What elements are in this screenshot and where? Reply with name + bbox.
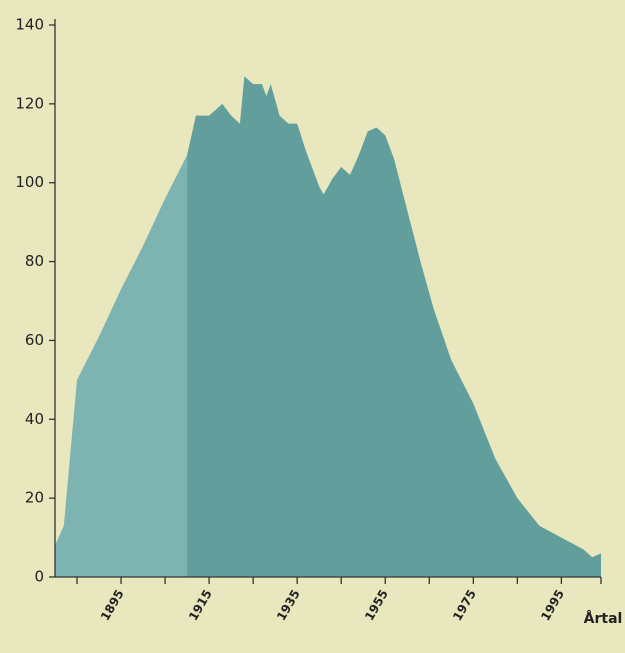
area	[55, 155, 188, 577]
y-tick-label: 60	[25, 331, 44, 349]
y-tick-label: 140	[15, 16, 44, 34]
y-tick-label: 120	[15, 94, 44, 112]
x-tick-label: 1995	[538, 587, 567, 623]
x-tick-label: 1915	[186, 587, 215, 623]
y-tick-label: 40	[25, 410, 44, 428]
x-tick-label: 1935	[274, 587, 303, 623]
y-tick-label: 0	[34, 568, 44, 586]
y-tick-label: 20	[25, 489, 44, 507]
x-tick-label: 1895	[98, 587, 127, 623]
x-tick-label: 1955	[362, 587, 391, 623]
y-tick-label: 100	[15, 173, 44, 191]
area	[187, 76, 601, 577]
x-tick-label: 1975	[450, 587, 479, 623]
x-axis-label: Årtal	[584, 610, 623, 627]
y-tick-label: 80	[25, 252, 44, 270]
